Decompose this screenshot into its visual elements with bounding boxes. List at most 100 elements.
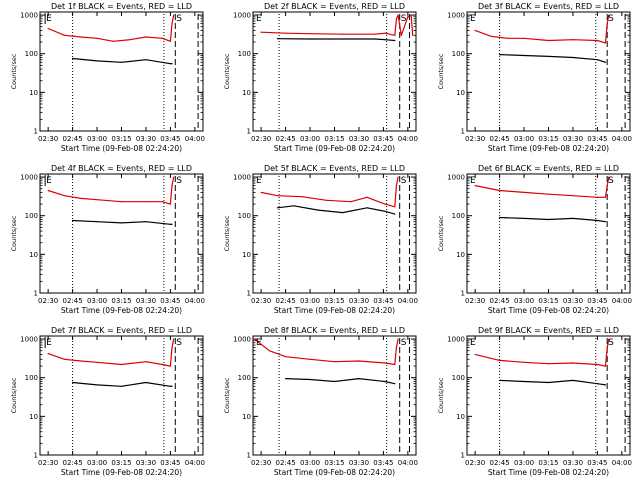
x-tick-label: 03:30 <box>563 459 583 467</box>
e-marker: E <box>256 338 262 348</box>
x-axis-label: Start Time (09-Feb-08 02:24:20) <box>488 144 609 153</box>
lld-data-point <box>120 201 123 203</box>
events-data-point <box>171 63 173 65</box>
events-data-point <box>293 205 295 207</box>
lld-data-point <box>325 199 327 201</box>
e-marker: E <box>256 176 262 186</box>
x-tick-label: 03:15 <box>538 135 558 143</box>
detector-panel-8: Det 8f BLACK = Events, RED = LLD Start Ti… <box>223 326 418 477</box>
events-data-point <box>145 59 147 61</box>
plot-frame <box>252 173 417 294</box>
x-tick-label: 03:00 <box>87 297 107 305</box>
events-data-point <box>96 221 98 223</box>
x-tick-label: 03:30 <box>136 459 156 467</box>
lld-data-point <box>254 338 256 340</box>
events-data-point <box>120 61 123 63</box>
y-axis-label: Counts/sec <box>223 53 231 89</box>
y-tick-label: 10 <box>456 251 465 259</box>
lld-data-point <box>169 40 171 42</box>
lld-data-point <box>490 35 493 38</box>
events-data-point <box>120 222 123 224</box>
panel-title: Det 9f BLACK = Events, RED = LLD <box>478 326 619 335</box>
lld-data-point <box>129 39 131 41</box>
lld-data-point <box>161 37 163 39</box>
lld-data-point <box>474 29 476 32</box>
lld-data-point <box>572 362 574 364</box>
lld-data-point <box>145 361 147 363</box>
lld-data-point <box>395 347 398 349</box>
x-tick-label: 02:45 <box>276 135 296 143</box>
y-axis-label: Counts/sec <box>10 53 18 89</box>
panel-title: Det 5f BLACK = Events, RED = LLD <box>264 164 405 173</box>
lld-series-line <box>260 176 399 208</box>
lld-data-point <box>547 193 550 195</box>
events-data-point <box>394 213 396 215</box>
events-data-point <box>523 54 525 57</box>
lld-data-point <box>397 176 399 178</box>
events-series-line <box>499 379 606 386</box>
detector-panel-5: Det 5f BLACK = Events, RED = LLD Start Ti… <box>223 164 418 315</box>
events-data-point <box>523 380 525 383</box>
lld-data-point <box>606 185 608 187</box>
detector-panel-1: Det 1f BLACK = Events, RED = LLD Start Ti… <box>10 2 205 153</box>
y-tick-label: 100 <box>238 374 251 382</box>
x-tick-label: 03:00 <box>300 297 320 305</box>
lld-data-point <box>333 361 336 363</box>
detector-panel-3: Det 3f BLACK = Events, RED = LLD Start Ti… <box>437 2 632 153</box>
panel-title: Det 3f BLACK = Events, RED = LLD <box>478 2 619 11</box>
y-tick-label: 10 <box>29 89 38 97</box>
s-marker: S <box>401 338 407 348</box>
e-marker: E <box>46 338 52 348</box>
y-tick-label: 100 <box>25 212 38 220</box>
events-data-point <box>572 379 574 382</box>
x-axis-label: Start Time (09-Feb-08 02:24:20) <box>488 468 609 477</box>
x-tick-label: 02:30 <box>251 135 271 143</box>
events-data-point <box>309 38 311 40</box>
lld-data-point <box>169 203 171 205</box>
events-data-point <box>309 378 311 381</box>
events-data-point <box>120 385 123 387</box>
e-marker: E <box>256 14 262 24</box>
x-tick-label: 04:00 <box>185 459 205 467</box>
lld-data-point <box>397 338 399 340</box>
x-axis-label: Start Time (09-Feb-08 02:24:20) <box>274 306 395 315</box>
s-marker: S <box>176 14 182 24</box>
lld-data-point <box>547 39 550 42</box>
lld-data-point <box>604 42 607 44</box>
panel-title: Det 4f BLACK = Events, RED = LLD <box>51 164 192 173</box>
x-tick-label: 03:45 <box>373 135 393 143</box>
events-series-line <box>72 219 172 225</box>
y-axis-label: Counts/sec <box>223 215 231 251</box>
lld-data-point <box>474 185 476 187</box>
events-data-point <box>604 221 607 223</box>
lld-data-point <box>161 363 163 366</box>
x-tick-label: 02:30 <box>251 459 271 467</box>
plot-frame <box>39 11 204 132</box>
lld-data-point <box>374 33 376 35</box>
lld-data-point <box>366 196 368 198</box>
events-series-line <box>285 378 395 385</box>
events-data-point <box>169 223 171 225</box>
x-tick-label: 03:45 <box>587 297 607 305</box>
y-tick-label: 10 <box>29 251 38 259</box>
y-tick-label: 10 <box>242 89 251 97</box>
y-axis-label: Counts/sec <box>223 377 231 413</box>
y-tick-label: 10 <box>242 413 251 421</box>
lld-data-point <box>145 36 147 38</box>
y-tick-label: 1000 <box>447 174 465 182</box>
lld-data-point <box>384 362 386 364</box>
x-axis-label: Start Time (09-Feb-08 02:24:20) <box>488 306 609 315</box>
x-tick-label: 02:30 <box>465 135 485 143</box>
y-tick-label: 1 <box>461 128 465 136</box>
lld-data-point <box>96 37 98 39</box>
y-tick-label: 100 <box>25 374 38 382</box>
detector-panel-4: Det 4f BLACK = Events, RED = LLD Start Ti… <box>10 164 205 315</box>
lld-data-point <box>171 185 173 187</box>
x-tick-label: 03:15 <box>538 459 558 467</box>
x-tick-label: 03:00 <box>514 297 534 305</box>
events-data-point <box>596 59 599 61</box>
lld-data-point <box>96 199 98 201</box>
e-marker: E <box>470 176 476 186</box>
x-tick-label: 02:45 <box>276 297 296 305</box>
x-tick-label: 04:00 <box>398 135 418 143</box>
